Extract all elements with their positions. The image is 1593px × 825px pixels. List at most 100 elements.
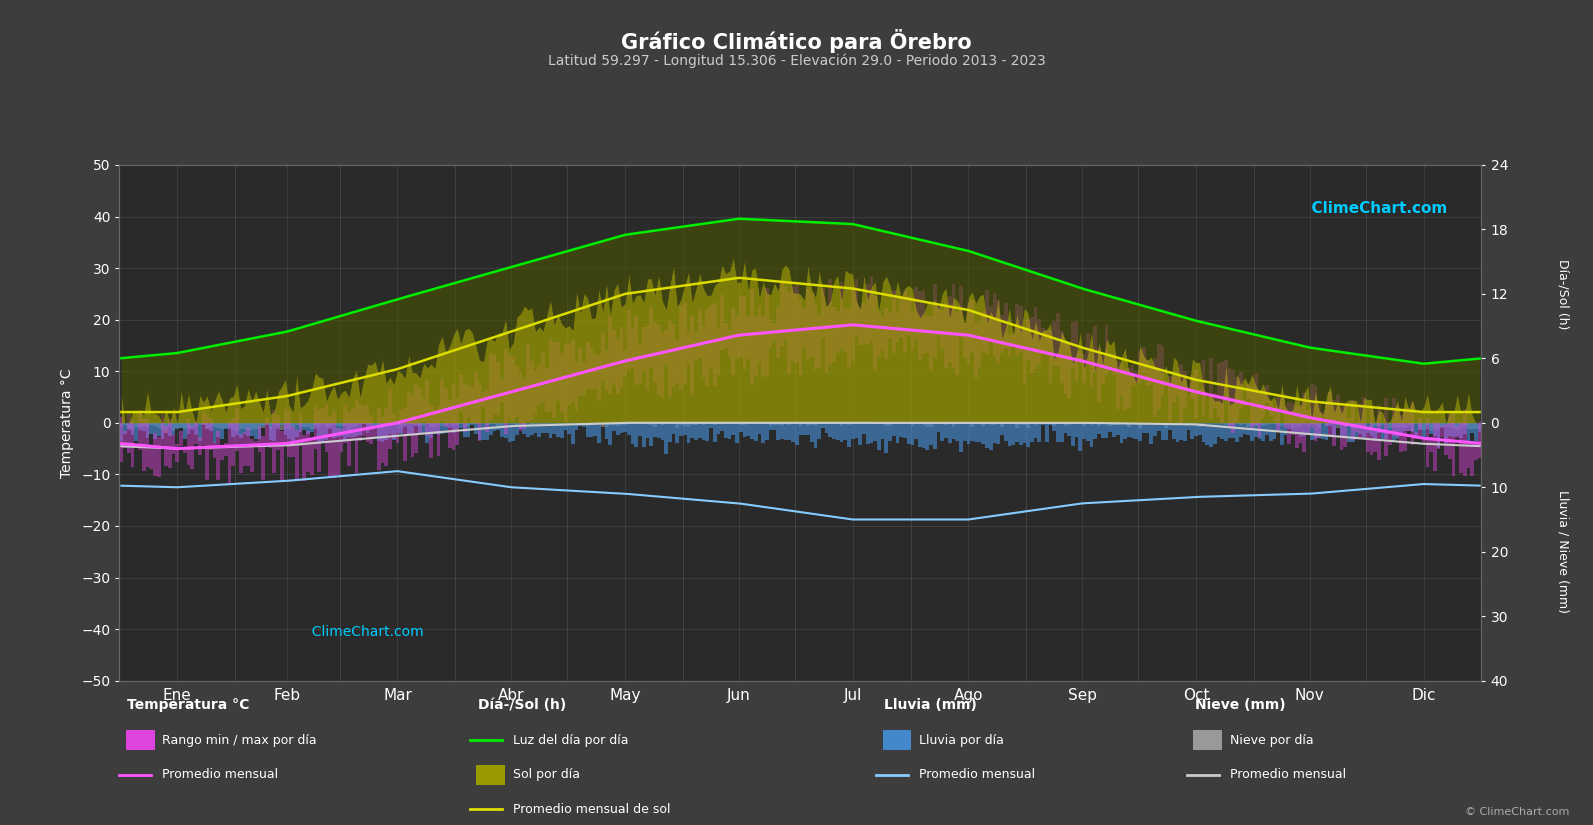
Text: Luz del día por día: Luz del día por día — [513, 733, 629, 747]
Bar — [981, 422, 984, 426]
Bar — [231, 422, 236, 437]
Bar — [723, 422, 728, 438]
Bar — [631, 422, 634, 445]
Bar — [948, 296, 951, 361]
Bar — [258, 422, 261, 439]
Bar — [1004, 422, 1008, 424]
Bar — [843, 422, 847, 424]
Bar — [264, 422, 269, 426]
Bar — [690, 422, 695, 438]
Bar — [1195, 422, 1198, 436]
Bar — [1251, 386, 1254, 428]
Bar — [742, 422, 747, 437]
Bar — [139, 410, 142, 450]
Bar — [1206, 422, 1209, 446]
Bar — [1082, 422, 1086, 426]
Bar — [1359, 403, 1362, 439]
Bar — [878, 422, 881, 450]
Bar — [1015, 304, 1020, 355]
Bar — [403, 408, 406, 461]
Bar — [425, 380, 429, 436]
Bar — [309, 422, 314, 429]
Bar — [239, 422, 242, 428]
Bar — [1470, 422, 1474, 433]
Bar — [859, 422, 862, 424]
Bar — [389, 422, 392, 426]
Bar — [161, 414, 164, 445]
Bar — [892, 422, 895, 436]
Bar — [1434, 421, 1437, 471]
Bar — [773, 422, 776, 430]
Bar — [628, 310, 631, 370]
Bar — [664, 329, 667, 365]
Bar — [269, 427, 272, 449]
Bar — [900, 298, 903, 338]
Bar — [333, 422, 336, 438]
Bar — [1037, 422, 1042, 424]
Bar — [339, 422, 344, 436]
Bar — [1090, 353, 1093, 387]
Bar — [642, 422, 645, 447]
Bar — [142, 419, 145, 470]
Bar — [1384, 422, 1388, 439]
Bar — [400, 410, 403, 433]
Bar — [500, 422, 503, 437]
Bar — [1478, 422, 1481, 432]
Bar — [134, 444, 139, 446]
Bar — [761, 316, 765, 377]
Bar — [178, 422, 183, 427]
Bar — [1190, 422, 1195, 425]
Bar — [1246, 422, 1251, 436]
Bar — [1104, 326, 1109, 375]
Bar — [1257, 422, 1262, 439]
Bar — [978, 422, 981, 442]
Bar — [250, 422, 253, 430]
Bar — [1112, 422, 1115, 425]
Bar — [1223, 422, 1228, 426]
Bar — [769, 422, 773, 426]
Bar — [940, 422, 945, 441]
Bar — [451, 422, 456, 433]
Bar — [1037, 422, 1042, 442]
Bar — [1415, 431, 1418, 440]
Bar — [515, 422, 519, 426]
Bar — [440, 379, 444, 421]
Bar — [1388, 422, 1392, 428]
Bar — [865, 422, 870, 444]
Bar — [478, 422, 481, 440]
Bar — [628, 422, 631, 424]
Bar — [511, 422, 515, 424]
Bar — [803, 308, 806, 346]
Bar — [1206, 393, 1209, 395]
Bar — [567, 344, 570, 405]
Bar — [781, 283, 784, 346]
Bar — [742, 296, 747, 370]
Bar — [392, 422, 395, 440]
Bar — [1008, 335, 1012, 356]
Bar — [832, 422, 836, 424]
Bar — [1373, 431, 1376, 452]
Bar — [1426, 422, 1429, 429]
Bar — [776, 307, 781, 358]
Bar — [1112, 354, 1115, 375]
Bar — [1243, 422, 1246, 434]
Bar — [492, 355, 497, 414]
Bar — [1048, 422, 1053, 425]
Bar — [1168, 376, 1172, 422]
Bar — [996, 299, 1000, 364]
Bar — [381, 422, 384, 428]
Bar — [1142, 422, 1145, 433]
Bar — [1015, 422, 1020, 442]
Bar — [511, 356, 515, 421]
Bar — [1176, 375, 1179, 396]
Bar — [847, 308, 851, 368]
Bar — [698, 422, 701, 438]
Bar — [639, 422, 642, 424]
Bar — [272, 410, 276, 473]
Bar — [269, 422, 272, 429]
Bar — [1045, 331, 1048, 354]
Bar — [978, 422, 981, 424]
Bar — [984, 422, 989, 448]
Bar — [1268, 422, 1273, 424]
Bar — [967, 302, 970, 364]
